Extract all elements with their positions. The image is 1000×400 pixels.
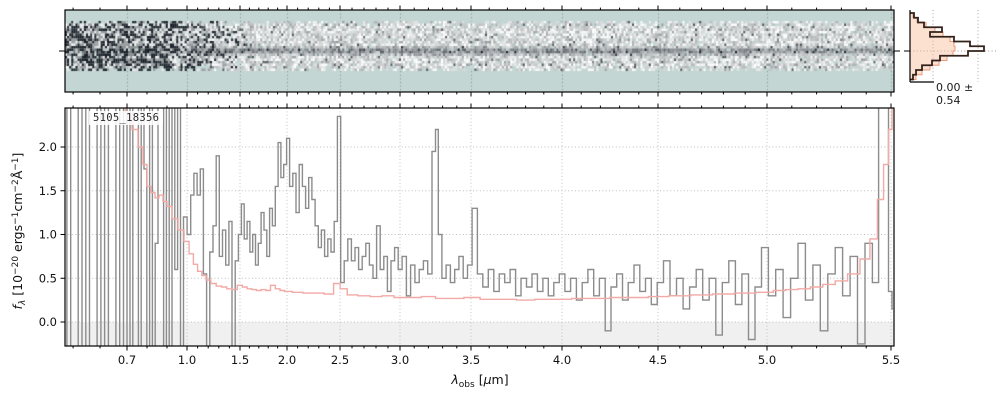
tick-labels: 0.7 1.0 1.5 2.0 2.5 3.0 3.5 4.0 4.5 5.0 5.5 0.0 0.5 1…	[39, 140, 900, 367]
y-axis-label: fλ [10−20 ergs−1cm−2Å−1]	[10, 81, 28, 381]
x-axis-label: λobs [μm]	[451, 372, 509, 391]
histogram-spines	[909, 10, 934, 83]
histogram-stat-label: 0.00 ± 0.54	[936, 81, 974, 107]
axis-label-fragment: Å	[10, 170, 25, 180]
panel-2d-border	[64, 9, 895, 93]
y-tick-label: 0.0	[39, 315, 57, 329]
x-tick-label: 0.7	[118, 353, 136, 367]
axis-label-fragment: ergs	[10, 224, 25, 256]
x-tick-label: 3.0	[391, 353, 409, 367]
y-tick-label: 1.0	[39, 228, 57, 242]
axis-label-fragment: λ	[18, 299, 29, 306]
x-tick-label: 4.5	[649, 353, 667, 367]
x-tick-label: 1.5	[231, 353, 249, 367]
y-tick-label: 0.5	[39, 271, 57, 285]
axis-label-fragment: −1	[10, 211, 21, 225]
x-tick-label: 2.5	[331, 353, 349, 367]
flux-step-line	[66, 108, 893, 346]
axis-label-fragment: λ	[451, 372, 459, 387]
below-zero-band	[65, 322, 894, 346]
axis-label-fragment: [	[474, 372, 484, 387]
x-tick-label: 2.0	[278, 353, 296, 367]
x-tick-label: 3.5	[462, 353, 480, 367]
axis-label-fragment: −2	[10, 179, 21, 193]
panel-1d-border	[64, 107, 895, 347]
y-tick-label: 1.5	[39, 184, 57, 198]
spectrum-2d-image	[65, 10, 894, 92]
x-tick-label: 5.5	[882, 353, 900, 367]
y-tick-label: 2.0	[39, 140, 57, 154]
axis-label-fragment: m]	[491, 372, 509, 387]
object-id-label: 5105_18356	[89, 111, 164, 125]
x-tick-label: 5.0	[758, 353, 776, 367]
axis-label-fragment: obs	[458, 380, 475, 391]
residual-histogram	[910, 12, 985, 81]
axis-label-fragment: f	[10, 305, 25, 310]
axis-label-fragment: −1	[10, 157, 21, 171]
x-tick-label: 4.0	[553, 353, 571, 367]
x-tick-label: 1.0	[178, 353, 196, 367]
axis-label-fragment: μ	[483, 372, 492, 387]
histogram-panel	[909, 10, 998, 83]
axis-label-fragment: cm	[10, 192, 25, 212]
uncertainty-step-line	[124, 108, 893, 301]
axis-label-fragment: −20	[10, 255, 21, 275]
axis-label-fragment: [10	[10, 274, 25, 300]
spectrum-lines	[66, 108, 893, 346]
